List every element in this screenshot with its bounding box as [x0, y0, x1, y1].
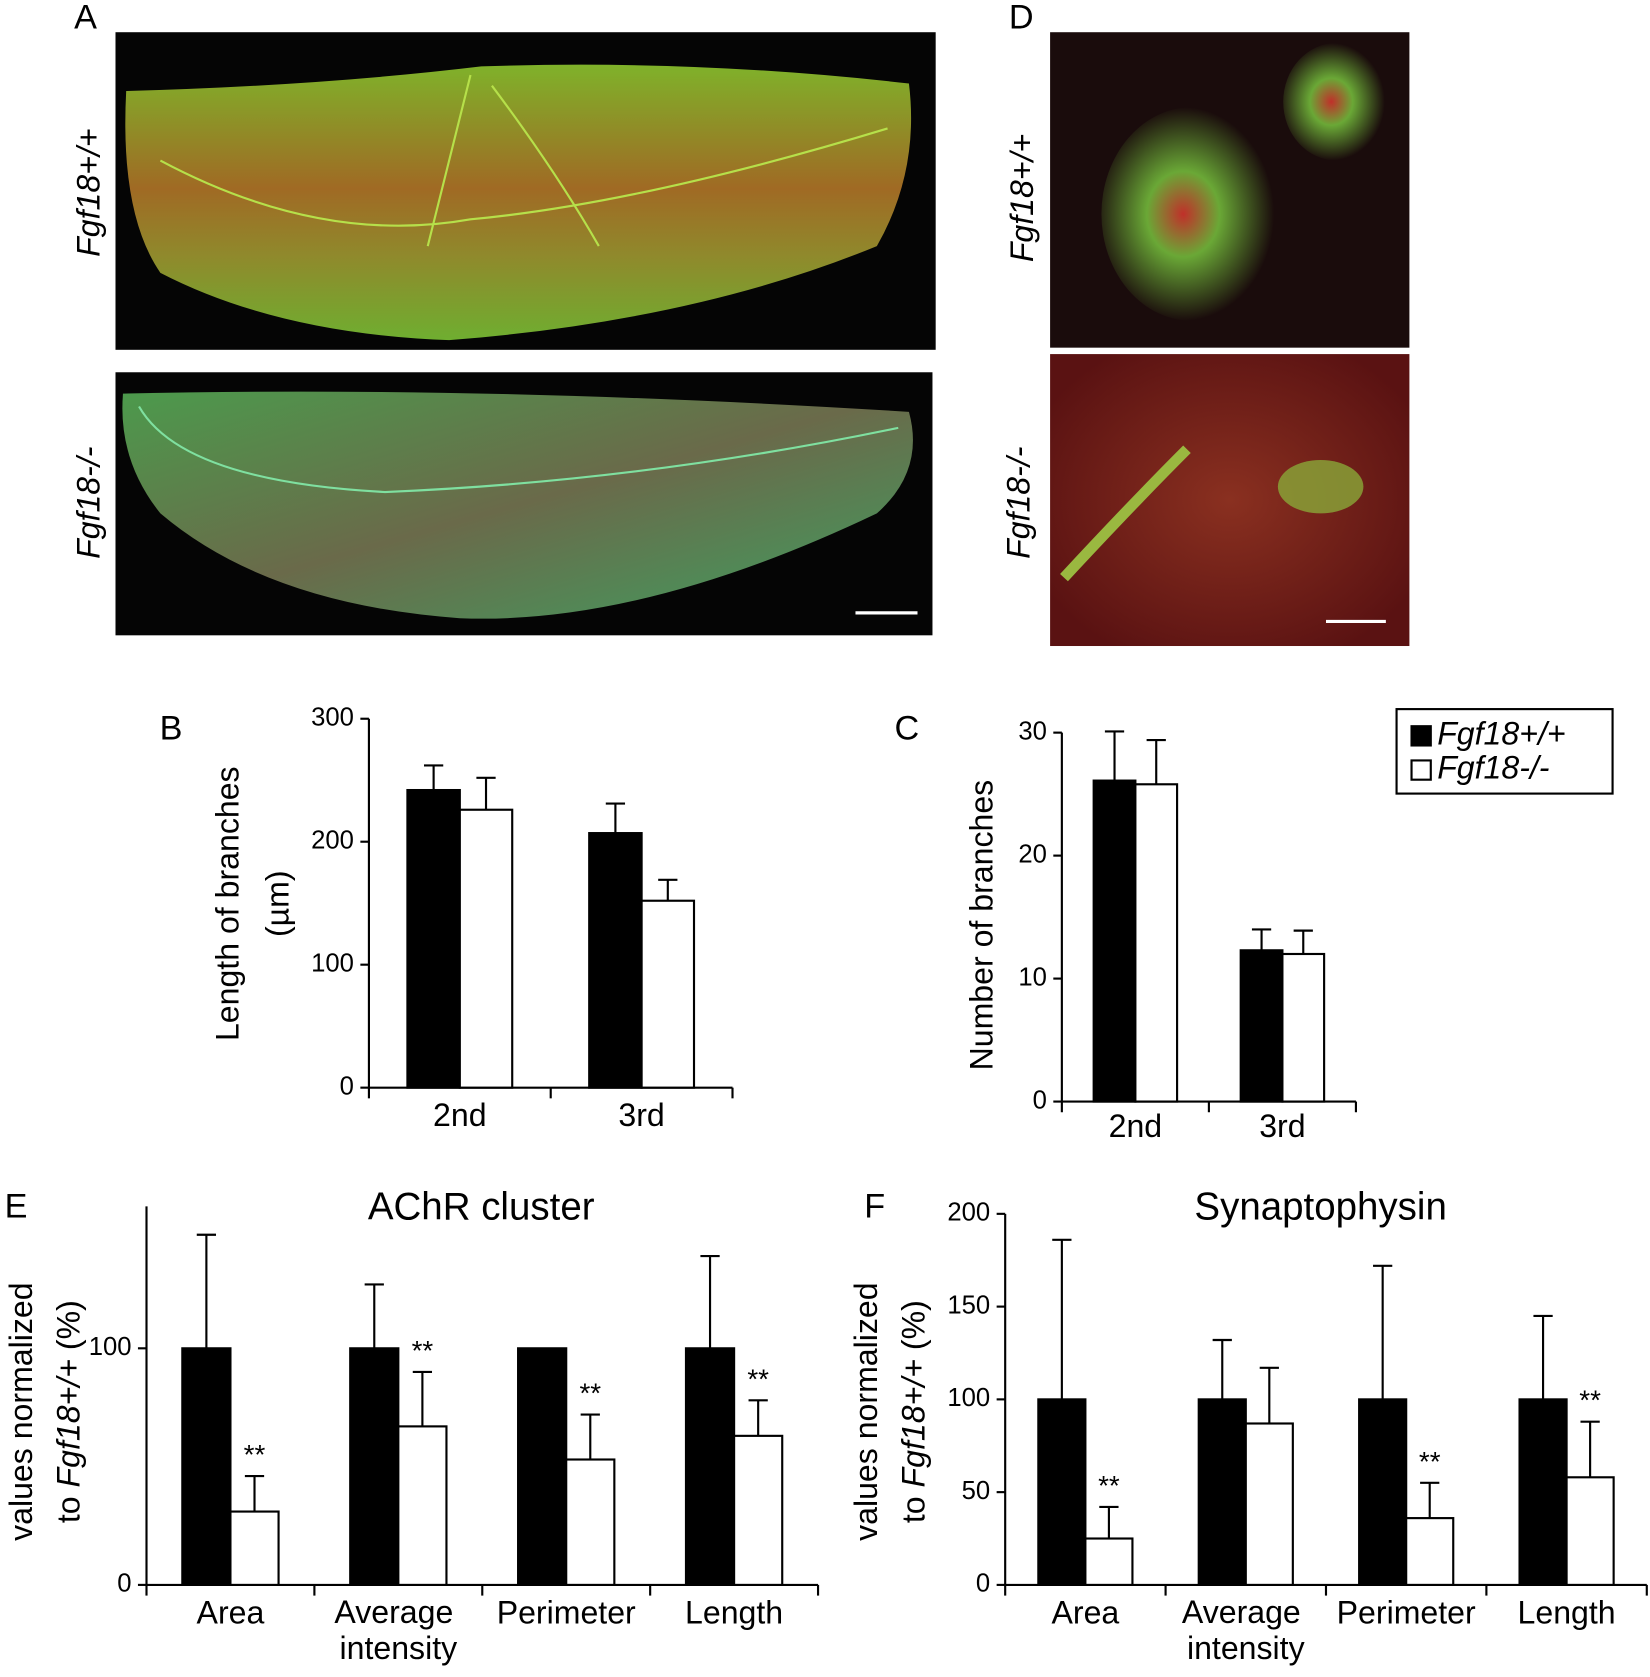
y-tick-label: 100 — [89, 1333, 132, 1361]
muscle-shape — [125, 64, 912, 341]
x-tick-label: Area — [1052, 1594, 1120, 1630]
bar — [397, 1425, 448, 1586]
bar — [1134, 783, 1179, 1103]
y-axis-label: to Fgf18+/+ (%) — [51, 1300, 87, 1523]
significance-label: ** — [747, 1363, 769, 1394]
bar — [588, 832, 643, 1089]
bar — [406, 788, 461, 1089]
y-axis-label: values normalized — [848, 1282, 884, 1541]
bar — [1281, 952, 1326, 1103]
y-axis-label-part: (%) — [896, 1300, 932, 1359]
nerve — [159, 74, 888, 247]
bar — [229, 1510, 280, 1586]
panel-label: D — [1009, 0, 1034, 36]
bar — [1239, 949, 1284, 1103]
bar — [1084, 1537, 1134, 1586]
cluster — [1060, 445, 1191, 582]
row-label: Fgf18+/+ — [70, 128, 106, 256]
bar — [1405, 1517, 1455, 1586]
muscle-shape — [122, 391, 913, 619]
y-axis-label-part: Fgf18+/+ — [51, 1359, 87, 1487]
y-axis-label-part: to — [51, 1487, 87, 1523]
y-axis-label-part: Fgf18+/+ — [896, 1359, 932, 1487]
panel-label: B — [160, 710, 183, 748]
row-label: Fgf18+/+ — [1004, 134, 1040, 262]
y-axis-label: (µm) — [260, 870, 296, 937]
y-axis-label: values normalized — [3, 1282, 39, 1541]
bar — [640, 899, 696, 1089]
chart-title: Synaptophysin — [1194, 1186, 1446, 1229]
y-tick-label: 0 — [117, 1570, 131, 1598]
bar — [349, 1347, 400, 1586]
x-tick-label: 3rd — [1259, 1108, 1305, 1144]
x-tick-label: 2nd — [1109, 1108, 1163, 1144]
x-tick-label: Average intensity — [1182, 1594, 1310, 1666]
chart-title: AChR cluster — [368, 1186, 595, 1229]
legend-swatch — [1410, 759, 1432, 781]
bar — [1565, 1476, 1615, 1586]
legend-label: Fgf18-/- — [1437, 750, 1549, 786]
bar — [517, 1347, 568, 1586]
legend-box — [1395, 708, 1614, 795]
bar — [1358, 1398, 1408, 1586]
y-tick-label: 0 — [340, 1072, 354, 1100]
y-tick-label: 150 — [947, 1291, 990, 1319]
y-tick-label: 20 — [1018, 840, 1047, 868]
bar — [1518, 1398, 1568, 1586]
bar — [733, 1434, 784, 1586]
x-tick-label: Length — [1518, 1594, 1616, 1630]
panel-label: A — [74, 0, 97, 36]
y-tick-label: 200 — [311, 826, 354, 854]
y-axis-label: Length of branches — [209, 766, 245, 1041]
significance-label: ** — [244, 1439, 266, 1470]
y-tick-label: 0 — [976, 1570, 990, 1598]
nerve — [138, 405, 899, 494]
significance-label: ** — [579, 1378, 601, 1409]
x-tick-label: Perimeter — [497, 1594, 636, 1630]
x-tick-label: Length — [685, 1594, 783, 1630]
significance-label: ** — [412, 1335, 434, 1366]
cluster — [1101, 107, 1284, 321]
panel-label: F — [864, 1188, 885, 1226]
bar — [565, 1458, 616, 1586]
bar — [1037, 1398, 1087, 1586]
y-tick-label: 50 — [962, 1477, 991, 1505]
panel-label: E — [5, 1188, 28, 1226]
y-axis-label: to Fgf18+/+ (%) — [896, 1300, 932, 1523]
y-axis-label-part: (%) — [51, 1300, 87, 1359]
y-tick-label: 30 — [1018, 717, 1047, 745]
x-tick-label: Average intensity — [334, 1594, 462, 1666]
panel-label: C — [894, 710, 919, 748]
legend-label: Fgf18+/+ — [1437, 715, 1565, 751]
x-tick-label: Area — [197, 1594, 265, 1630]
legend-swatch — [1410, 725, 1432, 747]
bar — [1244, 1422, 1294, 1586]
x-tick-label: 3rd — [618, 1097, 664, 1133]
significance-label: ** — [1579, 1385, 1601, 1416]
row-label: Fgf18-/- — [1001, 447, 1037, 559]
cluster — [1277, 459, 1364, 514]
row-label: Fgf18-/- — [70, 447, 106, 559]
x-tick-label: Perimeter — [1337, 1594, 1476, 1630]
y-tick-label: 100 — [947, 1384, 990, 1412]
y-tick-label: 0 — [1033, 1086, 1047, 1114]
bar — [684, 1347, 736, 1586]
y-tick-label: 100 — [311, 949, 354, 977]
bar — [181, 1347, 232, 1586]
y-axis-label-part: to — [896, 1487, 932, 1523]
bar — [1197, 1398, 1247, 1586]
significance-label: ** — [1419, 1446, 1441, 1477]
cluster — [1283, 42, 1391, 161]
bar — [458, 808, 514, 1089]
y-tick-label: 300 — [311, 704, 354, 732]
x-tick-label: 2nd — [433, 1097, 487, 1133]
y-tick-label: 10 — [1018, 963, 1047, 991]
y-axis-label: Number of branches — [963, 780, 999, 1071]
significance-label: ** — [1098, 1470, 1120, 1501]
y-tick-label: 200 — [947, 1199, 990, 1227]
bar — [1092, 779, 1137, 1103]
